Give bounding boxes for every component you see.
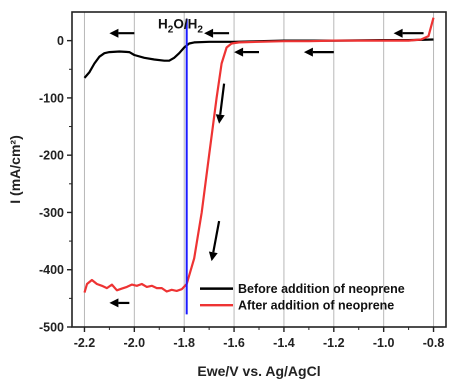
y-tick-label-1: -100 — [39, 91, 64, 105]
x-tick-label-6: -1.0 — [373, 336, 395, 350]
grid-lines — [83, 12, 435, 327]
series-line-before — [83, 38, 434, 79]
legend: Before addition of neoprene After additi… — [200, 282, 405, 313]
legend-label-after: After addition of neoprene — [238, 299, 394, 313]
x-tick-label-5: -1.2 — [323, 336, 345, 350]
y-axis-title: I (mA/cm²) — [7, 135, 23, 203]
y-tick-label-4: -400 — [39, 263, 64, 277]
y-tick-label-0: 0 — [57, 34, 64, 48]
y-tick-label-3: -300 — [39, 206, 64, 220]
x-tick-label-1: -2.0 — [124, 336, 146, 350]
x-tick-label-0: -2.2 — [74, 336, 96, 350]
direction-arrow-head-6 — [215, 114, 225, 124]
series-lines — [83, 17, 435, 293]
axis-ticks: -2.2 -2.0 -1.8 -1.6 -1.4 -1.2 -1.0 -0.8 0 -100 -20… — [39, 34, 444, 350]
plot-frame — [71, 11, 447, 328]
series-line-after — [83, 17, 435, 293]
direction-arrow-head-4 — [393, 28, 403, 38]
x-tick-label-7: -0.8 — [423, 336, 445, 350]
direction-arrow-head-5 — [109, 298, 119, 308]
x-tick-label-4: -1.4 — [273, 336, 295, 350]
legend-label-before: Before addition of neoprene — [238, 282, 405, 296]
direction-arrow-shaft-7 — [212, 220, 221, 253]
y-tick-label-5: -500 — [39, 321, 64, 335]
y-tick-label-2: -200 — [39, 149, 64, 163]
direction-arrow-head-7 — [208, 251, 218, 262]
direction-arrow-head-2 — [234, 47, 244, 57]
direction-arrow-head-3 — [303, 47, 313, 57]
x-tick-label-2: -1.8 — [173, 336, 195, 350]
annotation-layer: H2O/H2 — [158, 17, 203, 315]
direction-arrow-head-0 — [109, 28, 119, 38]
x-axis-title: Ewe/V vs. Ag/AgCl — [197, 363, 320, 379]
h2o-h2-label: H2O/H2 — [158, 17, 203, 36]
direction-arrow-shaft-6 — [219, 83, 226, 115]
x-tick-label-3: -1.6 — [223, 336, 245, 350]
direction-arrow-head-1 — [204, 28, 214, 38]
direction-arrows — [109, 28, 424, 308]
